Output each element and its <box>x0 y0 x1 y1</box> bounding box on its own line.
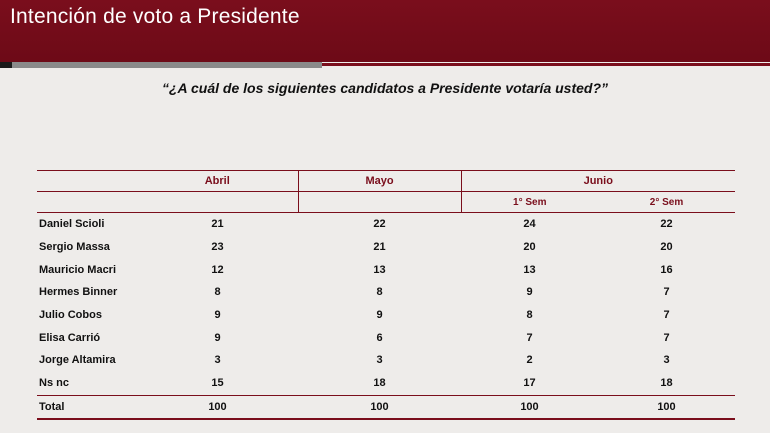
col-header-1-sem: 1° Sem <box>460 191 598 213</box>
cell-1-sem: 20 <box>523 241 536 254</box>
cell-1-sem: 13 <box>523 263 536 276</box>
title-bar: Intención de voto a Presidente <box>0 0 770 62</box>
cell-2-sem: 22 <box>660 218 673 231</box>
col-header-junio: Junio <box>460 170 735 192</box>
cell-1-sem: 9 <box>526 286 533 299</box>
header-row: Abril Mayo Junio <box>37 170 735 192</box>
row-label: Elisa Carrió <box>39 331 101 344</box>
row-label: Hermes Binner <box>39 286 118 299</box>
cell-abril: 8 <box>214 286 221 299</box>
cell-abril: 3 <box>214 354 221 367</box>
divider-red <box>322 63 770 66</box>
cell-mayo: 8 <box>376 286 383 299</box>
table-row: Jorge Altamira 3 3 2 3 <box>37 349 735 372</box>
cell-mayo: 100 <box>298 394 461 421</box>
cell-abril: 12 <box>211 263 224 276</box>
cell-1-sem: 17 <box>523 377 536 390</box>
cell-2-sem: 7 <box>663 309 670 322</box>
row-label: Sergio Massa <box>39 241 110 254</box>
cell-mayo: 21 <box>373 241 386 254</box>
divider-gray <box>12 62 322 68</box>
cell-1-sem: 24 <box>523 218 536 231</box>
row-label: Mauricio Macri <box>39 263 117 276</box>
survey-question: “¿A cuál de los siguientes candidatos a … <box>161 80 609 96</box>
cell-mayo: 9 <box>376 309 383 322</box>
cell-2-sem: 100 <box>598 394 735 421</box>
cell-abril: 21 <box>211 218 224 231</box>
cell-2-sem: 18 <box>660 377 673 390</box>
poll-table: Abril Mayo Junio 1° Sem 2° Sem Daniel Sc… <box>37 170 735 421</box>
subheader-row: 1° Sem 2° Sem <box>37 191 735 213</box>
cell-mayo: 6 <box>376 331 383 344</box>
row-label: Ns nc <box>39 377 69 390</box>
col-header-mayo: Mayo <box>297 170 461 192</box>
cell-2-sem: 7 <box>663 286 670 299</box>
table-row: Hermes Binner 8 8 9 7 <box>37 281 735 304</box>
cell-mayo: 3 <box>376 354 383 367</box>
table-row: Ns nc 15 18 17 18 <box>37 372 735 395</box>
cell-abril: 100 <box>137 394 298 421</box>
table-row: Sergio Massa 23 21 20 20 <box>37 236 735 259</box>
cell-mayo: 22 <box>373 218 386 231</box>
row-label: Daniel Scioli <box>39 218 105 231</box>
cell-abril: 23 <box>211 241 224 254</box>
cell-1-sem: 7 <box>526 331 533 344</box>
row-label: Jorge Altamira <box>39 354 116 367</box>
col-header-abril: Abril <box>137 170 298 192</box>
cell-mayo: 18 <box>373 377 386 390</box>
page-title: Intención de voto a Presidente <box>10 5 300 28</box>
table-row: Elisa Carrió 9 6 7 7 <box>37 326 735 349</box>
table-row: Mauricio Macri 12 13 13 16 <box>37 258 735 281</box>
cell-2-sem: 7 <box>663 331 670 344</box>
cell-abril: 9 <box>214 331 221 344</box>
cell-2-sem: 3 <box>663 354 670 367</box>
total-row: Total 100 100 100 100 <box>37 394 735 421</box>
table-row: Julio Cobos 9 9 8 7 <box>37 304 735 327</box>
cell-abril: 9 <box>214 309 221 322</box>
cell-mayo: 13 <box>373 263 386 276</box>
cell-1-sem: 100 <box>461 394 598 421</box>
row-label: Total <box>37 394 137 421</box>
divider-dark <box>0 62 12 68</box>
cell-1-sem: 8 <box>526 309 533 322</box>
cell-2-sem: 16 <box>660 263 673 276</box>
cell-abril: 15 <box>211 377 224 390</box>
table-row: Daniel Scioli 21 22 24 22 <box>37 213 735 236</box>
cell-1-sem: 2 <box>526 354 533 367</box>
col-header-2-sem: 2° Sem <box>598 191 735 213</box>
cell-2-sem: 20 <box>660 241 673 254</box>
row-label: Julio Cobos <box>39 309 102 322</box>
